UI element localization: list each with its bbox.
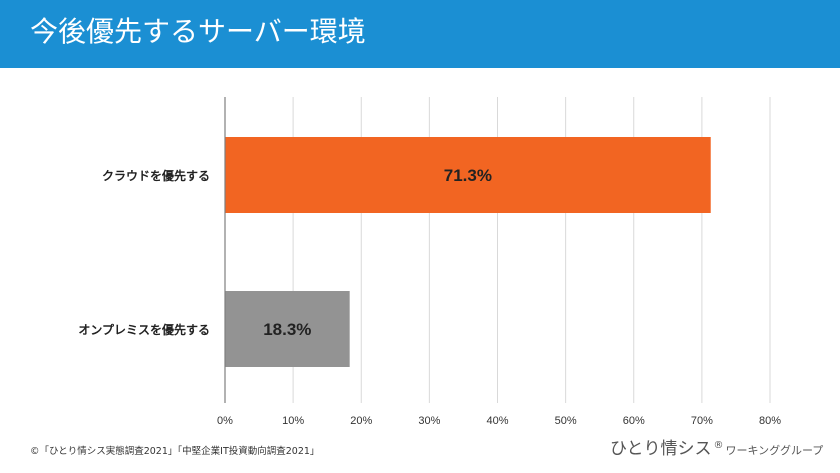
data-label: 71.3% [444,166,492,185]
x-tick-label: 60% [623,415,645,427]
header-bar: 今後優先するサーバー環境 [0,0,840,68]
bar [225,291,350,367]
x-tick-label: 20% [350,415,372,427]
registered-mark: ® [713,439,724,451]
category-label: クラウドを優先する [102,168,210,183]
brand-logo: ひとり情シス ® ワーキンググループ [610,434,823,459]
x-tick-label: 50% [555,415,577,427]
data-label: 18.3% [263,320,311,339]
brand-name: ひとり情シス [610,439,712,459]
x-tick-label: 10% [282,415,304,427]
x-tick-label: 80% [759,415,781,427]
x-tick-label: 30% [418,415,440,427]
brand-subtitle: ワーキンググループ [725,444,824,457]
x-tick-label: 70% [691,415,713,427]
bar [225,137,711,213]
page-title: 今後優先するサーバー環境 [30,15,366,48]
category-label: オンプレミスを優先する [78,322,210,337]
x-tick-label: 0% [217,415,233,427]
source-note: ©「ひとり情シス実態調査2021」「中堅企業IT投資動向調査2021」 [30,446,320,457]
x-tick-label: 40% [486,415,508,427]
